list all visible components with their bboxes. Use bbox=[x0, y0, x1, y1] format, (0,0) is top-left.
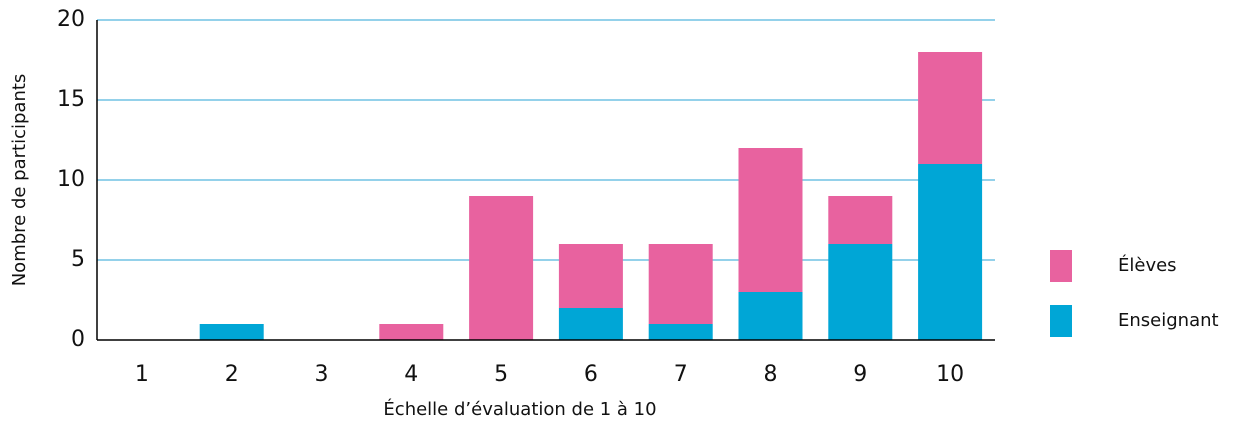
x-tick-label: 1 bbox=[135, 362, 149, 387]
bar-segment bbox=[648, 324, 713, 340]
x-tick-label: 10 bbox=[936, 362, 964, 387]
y-axis-title: Nombre de participants bbox=[9, 74, 30, 287]
x-tick-label: 5 bbox=[494, 362, 508, 387]
bar-segment bbox=[558, 308, 623, 340]
bar-segment bbox=[828, 244, 893, 340]
bar-segment bbox=[469, 196, 534, 340]
y-tick-label: 0 bbox=[71, 327, 85, 352]
x-tick-label: 7 bbox=[674, 362, 688, 387]
bar-segment bbox=[738, 292, 803, 340]
bar-segment bbox=[379, 324, 444, 340]
y-tick-label: 5 bbox=[71, 247, 85, 272]
bar-segment bbox=[199, 324, 264, 340]
legend-swatch bbox=[1050, 250, 1072, 282]
x-tick-label: 6 bbox=[584, 362, 598, 387]
legend-swatch bbox=[1050, 305, 1072, 337]
x-tick-label: 8 bbox=[764, 362, 778, 387]
x-tick-label: 4 bbox=[404, 362, 418, 387]
bar-segment bbox=[828, 196, 893, 244]
y-tick-label: 10 bbox=[57, 167, 85, 192]
bar-segment bbox=[918, 52, 983, 164]
bar-segment bbox=[738, 148, 803, 292]
y-tick-label: 20 bbox=[57, 7, 85, 32]
legend-label: Enseignant bbox=[1118, 310, 1219, 331]
x-tick-label: 9 bbox=[853, 362, 867, 387]
legend-label: Élèves bbox=[1118, 254, 1177, 276]
x-tick-label: 3 bbox=[315, 362, 329, 387]
x-tick-label: 2 bbox=[225, 362, 239, 387]
y-tick-label: 15 bbox=[57, 87, 85, 112]
bar-segment bbox=[558, 244, 623, 308]
bar-segment bbox=[918, 164, 983, 340]
x-axis-title: Échelle d’évaluation de 1 à 10 bbox=[383, 398, 656, 420]
bar-segment bbox=[648, 244, 713, 324]
